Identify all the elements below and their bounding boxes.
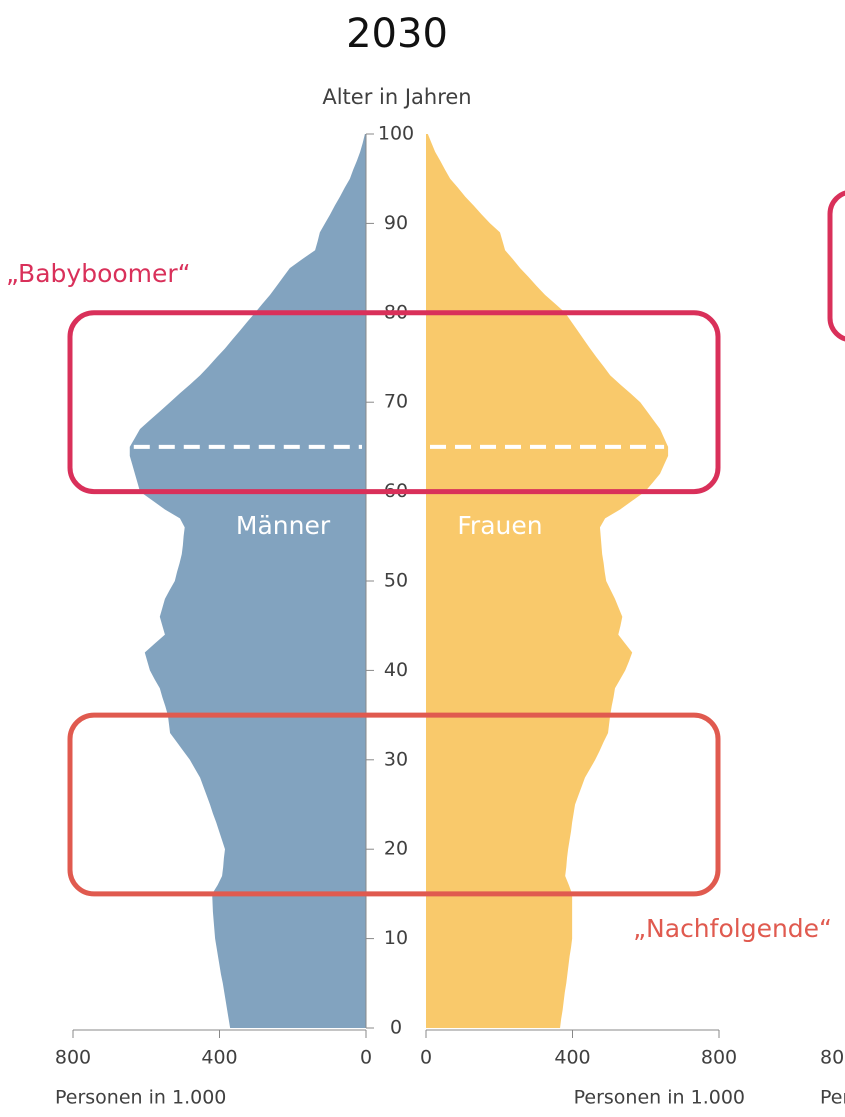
y-tick-label: 50	[384, 570, 408, 592]
x-axis-label: Personen in 1.000	[574, 1087, 745, 1109]
highlight-label: „Babyboomer“	[6, 259, 191, 288]
x-tick-label: 0	[360, 1047, 372, 1069]
x-tick-label: 400	[201, 1047, 237, 1069]
y-tick-label: 70	[384, 391, 408, 413]
population-area	[129, 134, 366, 1028]
series-label: Männer	[236, 511, 331, 540]
y-tick-label: 20	[384, 838, 408, 860]
x-tick-label: 0	[420, 1047, 432, 1069]
highlight-box	[67, 310, 721, 495]
y-axis-label: Alter in Jahren	[322, 85, 471, 109]
highlight-label: „Nachfolgende“	[633, 914, 832, 943]
series-label: Frauen	[457, 511, 542, 540]
x-tick-label: 800	[701, 1047, 737, 1069]
y-tick-label: 30	[384, 748, 408, 770]
next-x-axis-label: Personen in 1.000	[820, 1087, 845, 1109]
next-highlight-box	[827, 190, 845, 342]
y-tick-label: 90	[384, 212, 408, 234]
y-tick-label: 40	[384, 659, 408, 681]
y-tick-label: 100	[378, 123, 414, 145]
y-tick-label: 10	[384, 927, 408, 949]
highlight-box	[67, 712, 721, 897]
x-tick-label: 400	[554, 1047, 590, 1069]
chart-title: 2030	[346, 11, 448, 57]
next-x-tick-label: 800	[820, 1047, 845, 1069]
y-tick-label: 0	[390, 1017, 402, 1039]
x-tick-label: 800	[55, 1047, 91, 1069]
population-area	[426, 134, 669, 1028]
x-axis-label: Personen in 1.000	[55, 1087, 226, 1109]
